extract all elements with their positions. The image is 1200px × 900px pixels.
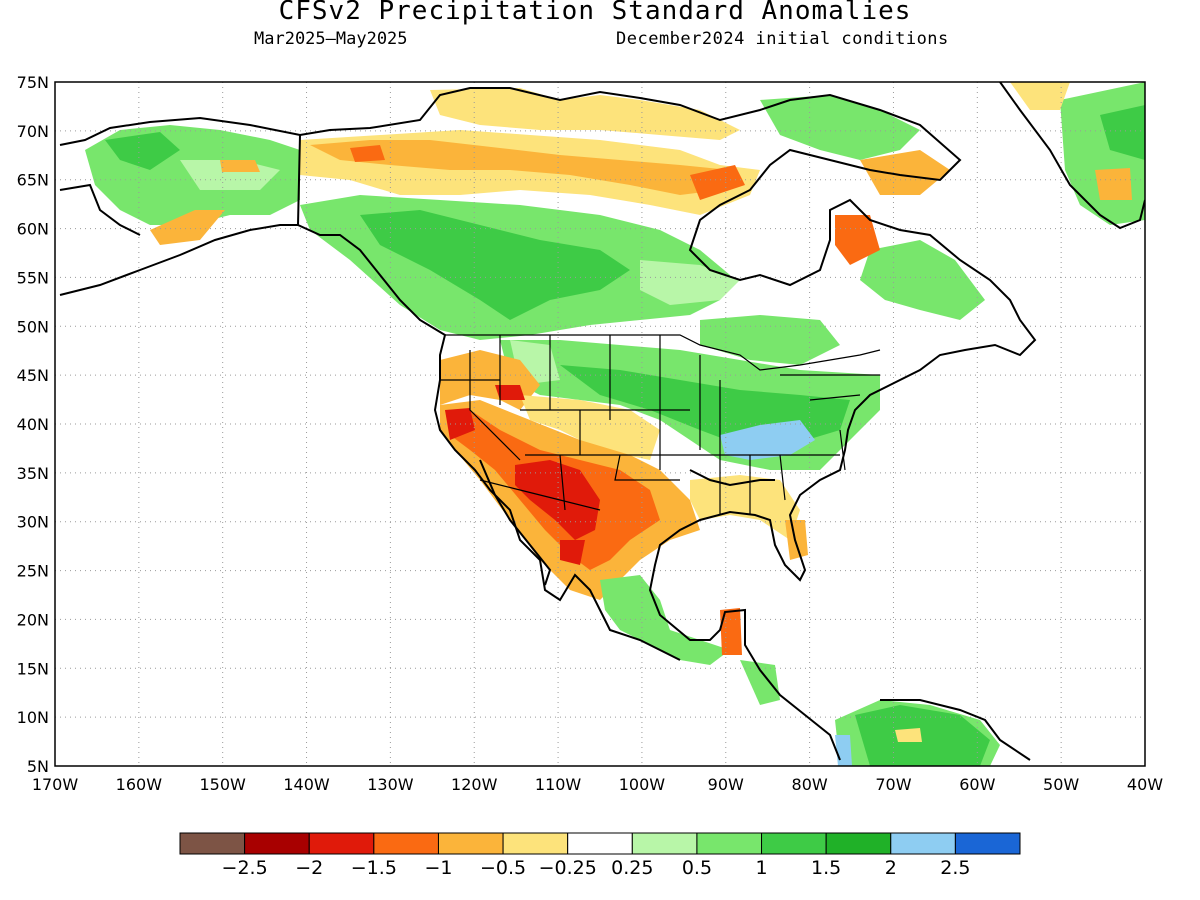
anomaly-region	[495, 385, 525, 400]
coastlines	[59, 82, 1145, 761]
anomaly-region	[895, 728, 922, 742]
lat-tick-label: 50N	[17, 317, 49, 336]
colorbar-swatch	[567, 832, 633, 855]
anomaly-region	[690, 475, 800, 540]
lon-tick-label: 110W	[535, 775, 582, 794]
lat-tick-label: 5N	[27, 757, 49, 776]
anomaly-region	[560, 540, 585, 565]
anomaly-region	[105, 132, 180, 170]
anomaly-region	[860, 240, 985, 320]
anomaly-region	[520, 395, 660, 460]
colorbar-swatch	[825, 832, 892, 855]
lat-tick-label: 15N	[17, 659, 49, 678]
colorbar-swatch	[244, 832, 310, 855]
lon-tick-label: 40W	[1127, 775, 1163, 794]
lat-tick-label: 20N	[17, 610, 49, 629]
anomaly-region	[700, 315, 840, 365]
forecast-period: Mar2025—May2025	[254, 29, 408, 49]
lat-tick-label: 25N	[17, 562, 49, 581]
lat-tick-label: 60N	[17, 220, 49, 239]
colorbar-swatch	[179, 832, 246, 855]
anomaly-region	[150, 210, 225, 245]
lat-tick-label: 45N	[17, 366, 49, 385]
colorbar-swatch	[761, 832, 827, 855]
colorbar-swatch	[696, 832, 763, 855]
colorbar-label: 1.5	[811, 857, 841, 879]
colorbar-swatch	[890, 832, 956, 855]
colorbar-label: −2	[295, 857, 323, 879]
lon-tick-label: 150W	[200, 775, 247, 794]
colorbar-label: −1	[424, 857, 452, 879]
anomaly-region	[515, 460, 600, 540]
colorbar-label: 0.25	[611, 857, 653, 879]
lon-tick-label: 100W	[619, 775, 666, 794]
anomaly-region	[720, 420, 815, 460]
anomaly-region	[690, 165, 745, 200]
anomaly-region	[740, 660, 780, 705]
lat-tick-label: 55N	[17, 268, 49, 287]
lat-tick-label: 70N	[17, 122, 49, 141]
colorbar-swatch	[308, 832, 375, 855]
political-borders	[440, 334, 881, 515]
anomaly-region	[360, 210, 630, 320]
lat-tick-label: 30N	[17, 513, 49, 532]
lat-tick-label: 40N	[17, 415, 49, 434]
anomaly-region	[220, 160, 260, 172]
colorbar-label: −0.25	[539, 857, 597, 879]
anomaly-region	[855, 705, 990, 766]
anomaly-region	[1100, 105, 1145, 160]
lon-tick-label: 160W	[116, 775, 163, 794]
lat-tick-label: 35N	[17, 464, 49, 483]
lat-tick-label: 10N	[17, 708, 49, 727]
anomaly-region	[350, 145, 385, 162]
colorbar-swatch	[437, 832, 504, 855]
colorbar-label: 0.5	[682, 857, 712, 879]
anomaly-region	[860, 150, 950, 195]
anomaly-region	[1095, 168, 1132, 200]
anomaly-region	[835, 215, 880, 265]
lon-tick-label: 90W	[708, 775, 744, 794]
lat-tick-label: 75N	[17, 73, 49, 92]
anomaly-region	[310, 140, 730, 195]
lon-tick-label: 60W	[959, 775, 995, 794]
colorbar-swatch	[373, 832, 439, 855]
anomaly-region	[760, 95, 920, 160]
map-title: CFSv2 Precipitation Standard Anomalies	[278, 0, 912, 26]
colorbar-label: 2.5	[940, 857, 970, 879]
lon-tick-label: 170W	[32, 775, 79, 794]
lat-tick-label: 65N	[17, 171, 49, 190]
anomaly-region	[835, 735, 852, 766]
anomaly-region	[1010, 82, 1070, 110]
lon-tick-label: 80W	[792, 775, 828, 794]
lon-tick-label: 70W	[875, 775, 911, 794]
anomaly-region	[785, 520, 808, 560]
anomaly-region	[430, 88, 740, 140]
colorbar-label: 2	[885, 857, 897, 879]
lon-tick-label: 130W	[367, 775, 414, 794]
grid-lines	[55, 82, 1145, 766]
longitude-labels: 170W 160W 150W 140W 130W 120W 110W 100W 90W 80W 70…	[32, 775, 1163, 794]
colorbar-label: −2.5	[222, 857, 268, 879]
colorbar-label: −1.5	[351, 857, 397, 879]
lon-tick-label: 140W	[283, 775, 330, 794]
colorbar-swatch	[954, 832, 1021, 855]
latitude-labels: 75N 70N 65N 60N 55N 50N 45N 40N 35N 30N 25N 20N 15N 1…	[17, 73, 49, 776]
lon-tick-label: 50W	[1043, 775, 1079, 794]
plot-frame	[54, 81, 1146, 767]
colorbar-swatch	[631, 832, 698, 855]
colorbar-swatch	[502, 832, 569, 855]
colorbar-label: 1	[755, 857, 767, 879]
initial-conditions: December2024 initial conditions	[616, 29, 949, 49]
lon-tick-label: 120W	[451, 775, 498, 794]
colorbar: −2.5 −2 −1.5 −1 −0.5 −0.25 0.25 0.5 1 1.5 2 2.5	[179, 832, 1021, 879]
colorbar-label: −0.5	[480, 857, 526, 879]
